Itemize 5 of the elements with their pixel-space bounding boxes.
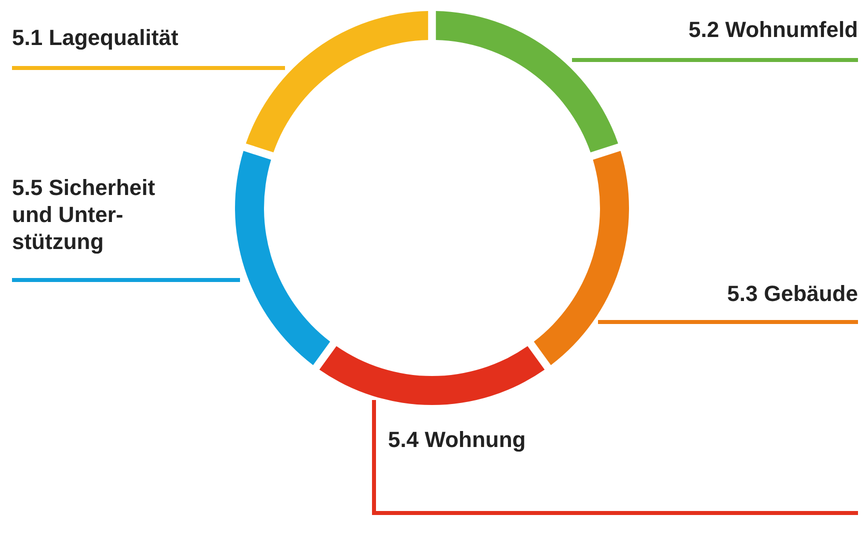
slice-label: 5.4 Wohnung <box>388 427 526 452</box>
slice-label: 5.2 Wohnumfeld <box>688 17 858 42</box>
slice-label: 5.1 Lagequalität <box>12 25 179 50</box>
slice-label: 5.3 Gebäude <box>727 281 858 306</box>
slice-label: 5.5 Sicherheit und Unter-stützung <box>12 175 156 254</box>
